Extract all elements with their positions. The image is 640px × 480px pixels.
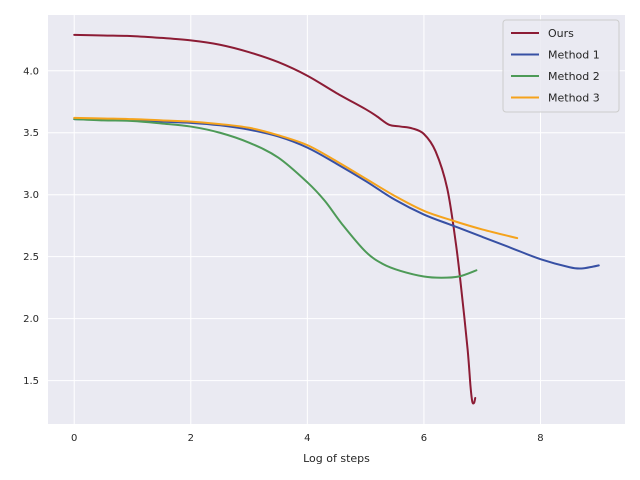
legend-label-method-2: Method 2 (548, 70, 600, 83)
x-tick-label: 6 (421, 433, 427, 444)
y-tick-labels: 1.5 2.0 2.5 3.0 3.5 4.0 (23, 66, 39, 387)
legend-label-method-1: Method 1 (548, 49, 600, 62)
y-tick-label: 4.0 (23, 66, 39, 77)
legend: Ours Method 1 Method 2 Method 3 (502, 19, 620, 113)
y-tick-label: 3.5 (23, 128, 39, 139)
x-tick-label: 4 (304, 433, 310, 444)
x-axis-label: Log of steps (303, 452, 370, 465)
series-line-method-3 (73, 116, 519, 240)
x-tick-label: 0 (71, 433, 77, 444)
x-tick-label: 8 (537, 433, 543, 444)
series-line-method-2 (73, 118, 478, 279)
y-tick-label: 3.0 (23, 190, 39, 201)
y-gridlines (48, 70, 625, 382)
series-lines (73, 33, 600, 405)
y-tick-label: 1.5 (23, 376, 39, 387)
series-line-method-1 (73, 118, 600, 270)
legend-label-method-3: Method 3 (548, 92, 600, 105)
y-tick-label: 2.5 (23, 252, 39, 263)
series-line-ours (73, 33, 477, 405)
y-tick-label: 2.0 (23, 314, 39, 325)
x-tick-labels: 0 2 4 6 8 (71, 433, 544, 444)
legend-box (502, 19, 620, 113)
legend-label-ours: Ours (548, 27, 574, 40)
x-tick-label: 2 (188, 433, 194, 444)
